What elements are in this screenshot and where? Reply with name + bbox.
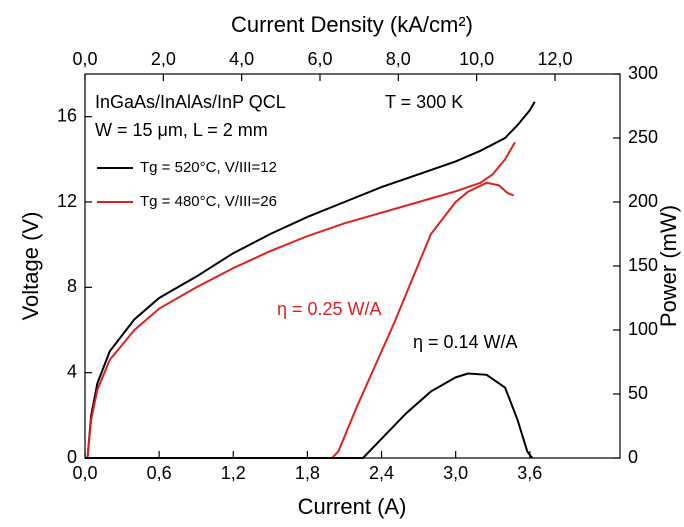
y2-tick-label: 250: [628, 127, 658, 147]
annotation: T = 300 K: [385, 92, 463, 112]
x-tick-label: 3,6: [517, 463, 542, 483]
data-line: [86, 101, 536, 459]
data-line: [85, 372, 534, 459]
x-tick-label: 1,8: [295, 463, 320, 483]
y-tick-label: 12: [57, 191, 77, 211]
x2-tick-label: 10,0: [459, 49, 494, 69]
x-tick-label: 1,2: [221, 463, 246, 483]
legend-label: Tg = 480°C, V/III=26: [140, 193, 277, 210]
annotation: W = 15 μm, L = 2 mm: [95, 120, 268, 140]
x2-tick-label: 0,0: [72, 49, 97, 69]
x-tick-label: 0,0: [72, 463, 97, 483]
y2-tick-label: 300: [628, 63, 658, 83]
legend-label: Tg = 520°C, V/III=12: [140, 159, 277, 176]
x2-tick-label: 8,0: [386, 49, 411, 69]
x2-tick-label: 6,0: [307, 49, 332, 69]
y2-tick-label: 0: [628, 447, 638, 467]
y2-tick-label: 150: [628, 255, 658, 275]
x2-tick-label: 12,0: [537, 49, 572, 69]
y2-tick-label: 100: [628, 319, 658, 339]
annotation: InGaAs/InAlAs/InP QCL: [95, 92, 286, 112]
y-tick-label: 16: [57, 105, 77, 125]
x2-tick-label: 2,0: [151, 49, 176, 69]
y2-tick-label: 50: [628, 383, 648, 403]
y-tick-label: 0: [67, 447, 77, 467]
x2-tick-label: 4,0: [229, 49, 254, 69]
x-tick-label: 0,6: [147, 463, 172, 483]
x2-axis-label: Current Density (kA/cm²): [231, 12, 473, 37]
data-line: [86, 141, 516, 459]
x-tick-label: 2,4: [369, 463, 394, 483]
y-axis-label: Voltage (V): [18, 212, 43, 321]
data-line: [85, 181, 515, 459]
x-axis-label: Current (A): [298, 494, 407, 519]
annotation: η = 0.25 W/A: [277, 299, 382, 319]
y2-tick-label: 200: [628, 191, 658, 211]
y2-axis-label: Power (mW): [656, 205, 681, 327]
y-tick-label: 4: [67, 361, 77, 381]
x-tick-label: 3,0: [443, 463, 468, 483]
annotation: η = 0.14 W/A: [413, 332, 518, 352]
y-tick-label: 8: [67, 276, 77, 296]
